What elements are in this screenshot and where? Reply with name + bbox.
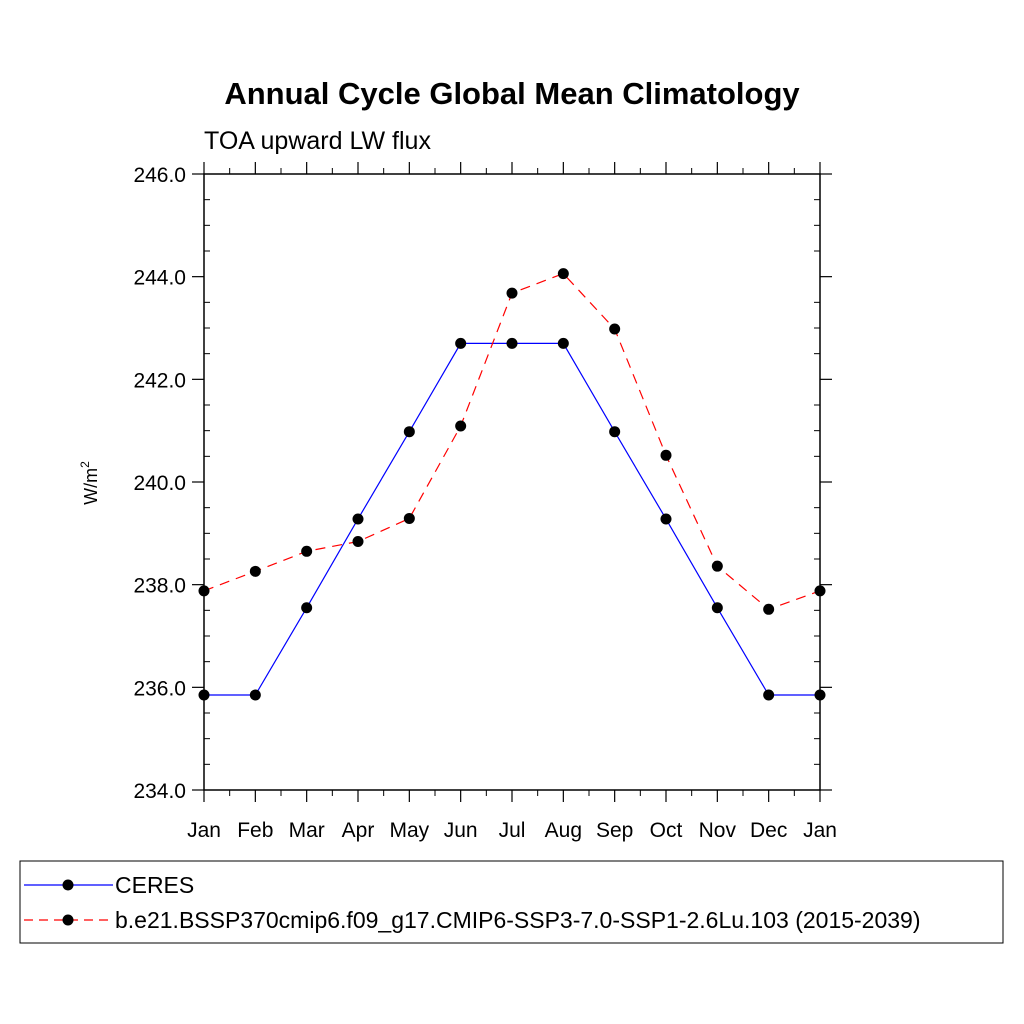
y-axis-label: W/m2 (78, 461, 101, 505)
chart-subtitle: TOA upward LW flux (204, 127, 431, 155)
legend-marker-ceres (62, 879, 74, 891)
series-0-point (609, 426, 621, 438)
y-axis-label-base: W/m (81, 468, 101, 505)
y-tick-label: 240.0 (133, 472, 186, 495)
y-axis-label-exponent: 2 (78, 461, 92, 468)
series-0-point (249, 689, 261, 701)
x-tick-label: Sep (596, 819, 633, 842)
legend-label-ceres: CERES (115, 872, 194, 898)
svg-text:W/m2: W/m2 (78, 461, 101, 505)
x-tick-label: Nov (699, 819, 737, 842)
series-layer (198, 268, 826, 701)
series-0-point (763, 689, 775, 701)
chart-title: Annual Cycle Global Mean Climatology (224, 76, 800, 111)
series-1-point (403, 512, 415, 524)
legend-label-model: b.e21.BSSP370cmip6.f09_g17.CMIP6-SSP3-7.… (115, 907, 921, 933)
series-1-point (814, 585, 826, 597)
y-tick-label: 244.0 (133, 267, 186, 290)
series-0-point (814, 689, 826, 701)
x-tick-labels: Jan Feb Mar Apr May Jun Jul Aug Sep Oct Nov Dec Jan (187, 819, 837, 842)
series-0-point (301, 602, 313, 614)
x-tick-label: Feb (237, 819, 273, 842)
series-1-point (301, 545, 313, 557)
x-tick-label: Jul (499, 819, 526, 842)
legend-marker-model (62, 914, 74, 926)
series-1-point (763, 603, 775, 615)
y-tick-label: 242.0 (133, 369, 186, 392)
x-tick-label: Jan (803, 819, 837, 842)
y-tick-label: 236.0 (133, 677, 186, 700)
x-tick-label: May (389, 819, 429, 842)
x-tick-label: Apr (342, 819, 375, 842)
x-tick-label: Mar (289, 819, 325, 842)
series-1-point (352, 536, 364, 548)
x-tick-label: Jun (444, 819, 478, 842)
series-1-point (711, 560, 723, 572)
tick-marks (192, 162, 832, 802)
y-tick-label: 246.0 (133, 164, 186, 187)
series-1-point (249, 565, 261, 577)
series-0-point (352, 513, 364, 525)
x-tick-label: Dec (750, 819, 787, 842)
x-tick-label: Aug (545, 819, 582, 842)
x-tick-label: Oct (650, 819, 683, 842)
series-0-point (455, 337, 467, 349)
series-0-point (198, 689, 210, 701)
plot-frame (203, 173, 821, 791)
series-0-point (557, 337, 569, 349)
series-1-point (198, 585, 210, 597)
series-line-0 (204, 342, 820, 696)
legend: CERES b.e21.BSSP370cmip6.f09_g17.CMIP6-S… (19, 860, 1004, 944)
legend-box (19, 860, 1004, 944)
series-1-point (609, 323, 621, 335)
y-tick-label: 234.0 (133, 780, 186, 803)
series-1-point (506, 287, 518, 299)
series-1-point (557, 268, 569, 280)
series-1-point (455, 420, 467, 432)
series-line-1 (203, 272, 821, 610)
series-0-point (506, 337, 518, 349)
series-0-point (403, 426, 415, 438)
series-1-point (660, 449, 672, 461)
y-tick-label: 238.0 (133, 575, 186, 598)
y-tick-labels: 234.0 236.0 238.0 240.0 242.0 244.0 246.0 (133, 164, 186, 803)
x-tick-label: Jan (187, 819, 221, 842)
series-0-point (711, 602, 723, 614)
series-0-point (660, 513, 672, 525)
